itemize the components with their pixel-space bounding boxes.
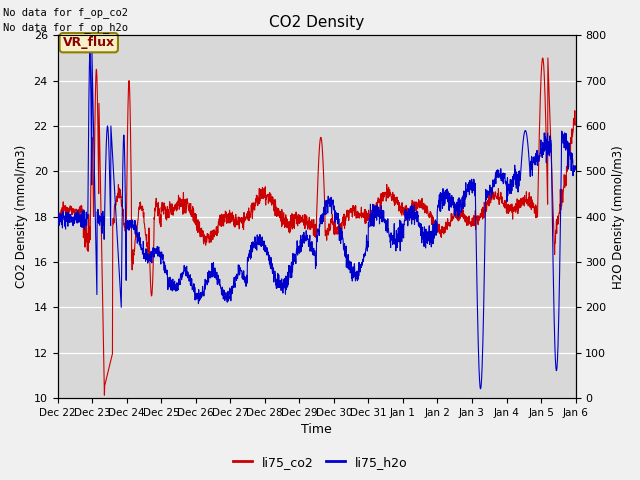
Text: VR_flux: VR_flux [63,36,115,49]
X-axis label: Time: Time [301,423,332,436]
Text: No data for f_op_h2o: No data for f_op_h2o [3,22,128,33]
Y-axis label: CO2 Density (mmol/m3): CO2 Density (mmol/m3) [15,145,28,288]
Legend: li75_co2, li75_h2o: li75_co2, li75_h2o [228,451,412,474]
Title: CO2 Density: CO2 Density [269,15,364,30]
Y-axis label: H2O Density (mmol/m3): H2O Density (mmol/m3) [612,145,625,288]
Text: No data for f_op_co2: No data for f_op_co2 [3,7,128,18]
